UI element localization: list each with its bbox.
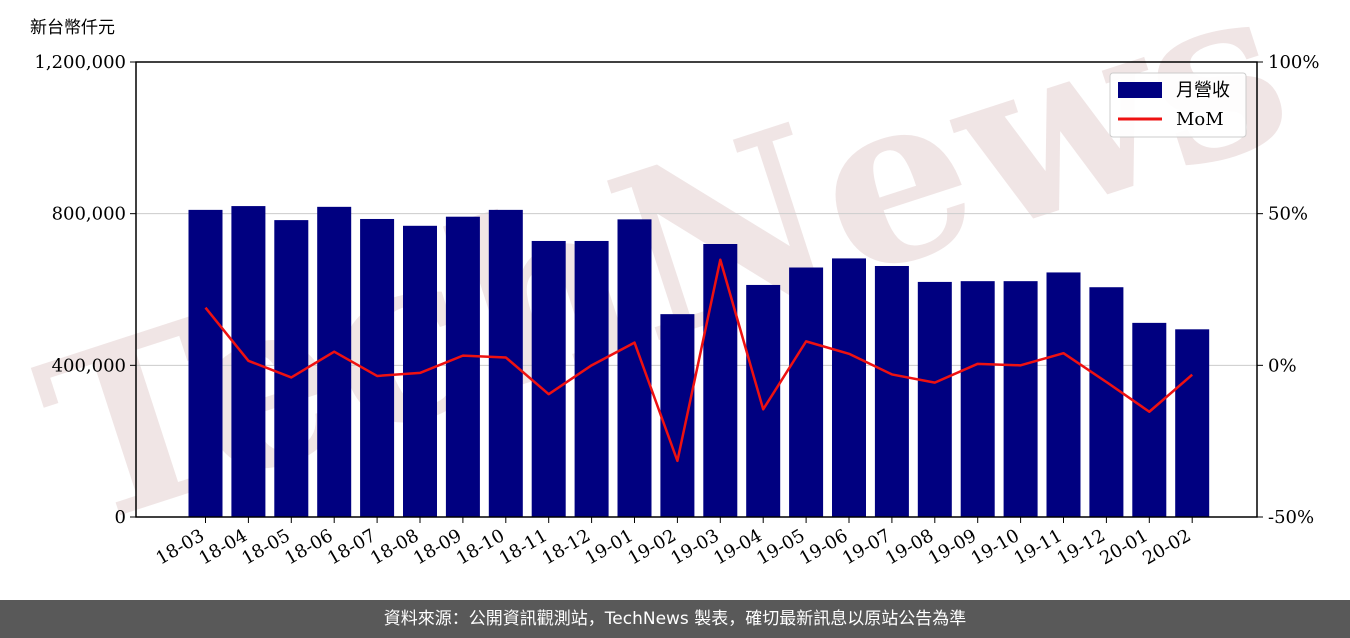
- x-tick-label: 18-11: [496, 525, 551, 569]
- revenue-bar: [874, 265, 909, 517]
- x-tick-label: 18-09: [410, 525, 465, 569]
- x-tick-label: 18-08: [367, 525, 422, 569]
- x-tick-label: 19-04: [710, 525, 765, 569]
- x-tick-label: 19-06: [796, 525, 851, 569]
- x-tick-label: 19-01: [582, 525, 637, 569]
- y-left-tick-label: 1,200,000: [34, 52, 126, 73]
- legend-bar-swatch: [1118, 82, 1162, 98]
- x-tick-label: 18-10: [453, 525, 508, 569]
- y-right-tick-label: -50%: [1268, 507, 1314, 528]
- revenue-bar: [617, 219, 652, 517]
- revenue-bar: [574, 240, 609, 517]
- source-footer: 資料來源：公開資訊觀測站，TechNews 製表，確切最新訊息以原站公告為準: [0, 600, 1350, 638]
- revenue-bar: [746, 284, 781, 517]
- y-unit-label: 新台幣仟元: [30, 18, 115, 38]
- revenue-bar: [1003, 281, 1038, 517]
- revenue-bar: [531, 240, 566, 517]
- revenue-chart: TechNews 0 400,000 800,000 1,200,000 -50% 0% 50…: [14, 0, 1320, 580]
- chart-svg: TechNews0400,000800,0001,200,000-50%0%50…: [14, 0, 1320, 580]
- revenue-bar: [274, 220, 309, 518]
- revenue-bar: [360, 218, 395, 517]
- x-tick-label: 18-06: [281, 525, 336, 569]
- revenue-bar: [1132, 322, 1167, 517]
- footer-text: 資料來源：公開資訊觀測站，TechNews 製表，確切最新訊息以原站公告為準: [383, 609, 967, 629]
- revenue-bar: [703, 244, 738, 517]
- x-tick-label: 19-02: [624, 525, 679, 569]
- legend-label-revenue: 月營收: [1176, 80, 1230, 101]
- x-tick-label: 18-07: [324, 525, 379, 569]
- x-tick-label: 18-12: [539, 525, 594, 569]
- revenue-bar: [403, 225, 437, 518]
- y-right-tick-label: 0%: [1268, 355, 1297, 376]
- revenue-bar: [1175, 329, 1210, 517]
- x-tick-label: 19-05: [753, 525, 808, 569]
- x-tick-label: 20-01: [1096, 525, 1151, 569]
- x-tick-label: 19-11: [1011, 525, 1066, 569]
- revenue-bar: [960, 281, 995, 517]
- revenue-bar: [317, 206, 352, 517]
- x-tick-label: 19-07: [839, 525, 894, 569]
- revenue-bar: [188, 209, 223, 517]
- y-right-tick-label: 50%: [1268, 204, 1308, 225]
- revenue-bar: [660, 314, 695, 517]
- x-tick-label: 20-02: [1139, 525, 1194, 569]
- x-tick-label: 19-03: [667, 525, 722, 569]
- x-tick-label: 19-10: [968, 525, 1023, 569]
- revenue-bar: [1046, 272, 1081, 517]
- revenue-bar: [789, 267, 824, 517]
- x-tick-label: 19-12: [1053, 525, 1108, 569]
- plot-frame: [135, 61, 1258, 518]
- y-left-tick-label: 400,000: [52, 355, 126, 376]
- x-tick-label: 19-09: [925, 525, 980, 569]
- revenue-bar: [1089, 287, 1124, 517]
- mom-line: [204, 258, 1194, 463]
- revenue-bar: [445, 216, 480, 517]
- revenue-bar: [917, 281, 952, 517]
- revenue-bar: [832, 258, 866, 517]
- legend-label-mom: MoM: [1176, 109, 1224, 130]
- revenue-bar: [488, 209, 523, 517]
- y-left-tick-label: 800,000: [52, 204, 126, 225]
- y-right-tick-label: 100%: [1268, 52, 1319, 73]
- x-tick-label: 19-08: [882, 525, 937, 569]
- y-left-tick-label: 0: [115, 507, 126, 528]
